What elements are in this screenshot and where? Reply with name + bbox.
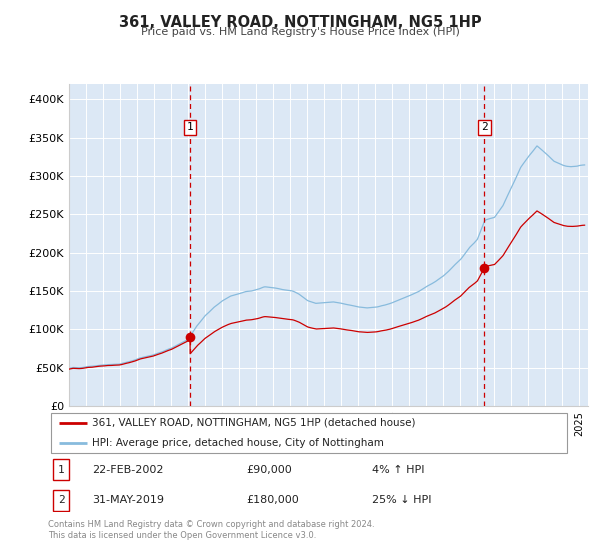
FancyBboxPatch shape <box>50 413 568 452</box>
Text: £180,000: £180,000 <box>247 496 299 505</box>
Text: 31-MAY-2019: 31-MAY-2019 <box>92 496 164 505</box>
Text: 361, VALLEY ROAD, NOTTINGHAM, NG5 1HP (detached house): 361, VALLEY ROAD, NOTTINGHAM, NG5 1HP (d… <box>92 418 416 428</box>
Text: Contains HM Land Registry data © Crown copyright and database right 2024.
This d: Contains HM Land Registry data © Crown c… <box>48 520 374 540</box>
Text: 1: 1 <box>58 465 64 474</box>
Text: HPI: Average price, detached house, City of Nottingham: HPI: Average price, detached house, City… <box>92 438 384 448</box>
Text: 1: 1 <box>187 123 194 133</box>
FancyBboxPatch shape <box>53 490 70 511</box>
Text: Price paid vs. HM Land Registry's House Price Index (HPI): Price paid vs. HM Land Registry's House … <box>140 27 460 37</box>
Text: 361, VALLEY ROAD, NOTTINGHAM, NG5 1HP: 361, VALLEY ROAD, NOTTINGHAM, NG5 1HP <box>119 15 481 30</box>
Text: 2: 2 <box>58 496 64 505</box>
Text: 25% ↓ HPI: 25% ↓ HPI <box>371 496 431 505</box>
Text: 4% ↑ HPI: 4% ↑ HPI <box>371 465 424 474</box>
Text: £90,000: £90,000 <box>247 465 292 474</box>
Text: 22-FEB-2002: 22-FEB-2002 <box>92 465 164 474</box>
FancyBboxPatch shape <box>53 459 70 480</box>
Text: 2: 2 <box>481 123 488 133</box>
